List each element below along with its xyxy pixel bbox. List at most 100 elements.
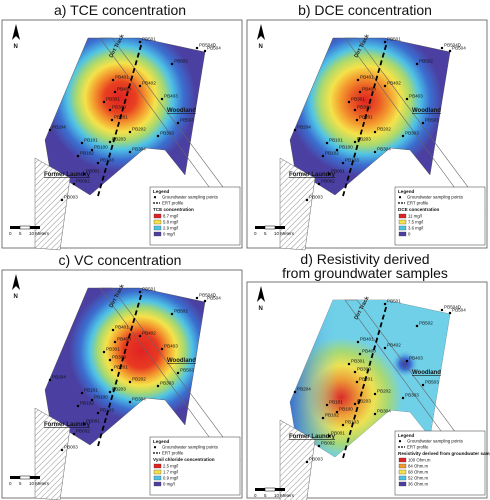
sampling-point-marker <box>170 62 174 66</box>
sampling-point-label: PB102 <box>325 413 339 418</box>
scale-tick: 5 <box>264 493 267 498</box>
sampling-point-marker <box>110 118 114 122</box>
north-label: N <box>259 306 263 312</box>
legend-heading: Legend <box>398 433 415 438</box>
sampling-point-label: PB202 <box>377 389 391 394</box>
sampling-point-label: PB504 <box>452 46 466 51</box>
sampling-point-label: PB501 <box>142 37 156 42</box>
sampling-point-marker <box>113 90 117 94</box>
legend-box <box>394 430 486 496</box>
woodland-label: Woodland <box>412 370 441 376</box>
sampling-point-label: PB303 <box>405 131 419 136</box>
sampling-point-label: PB103 <box>100 408 114 413</box>
legend-scale-title: Resistivity derived from groundwater sam… <box>398 451 490 456</box>
sampling-point-marker <box>353 140 357 144</box>
sampling-point-label: PB504D <box>444 43 462 48</box>
sampling-point-marker <box>108 390 112 394</box>
legend-swatch <box>398 481 407 487</box>
sampling-point-marker <box>421 121 425 125</box>
sampling-point-label: PB300 <box>357 105 371 110</box>
sampling-point-label: PB204 <box>297 387 311 392</box>
sampling-point-label: PB101 <box>329 400 343 405</box>
sampling-point-label: PB400 <box>362 87 376 92</box>
sampling-point-marker <box>373 150 377 154</box>
legend-class-label: 0 <box>408 232 411 237</box>
ert-profile-line <box>97 41 143 197</box>
sampling-point-label: PB504 <box>452 308 466 313</box>
sampling-point-label: PB504D <box>444 305 462 310</box>
sampling-point-marker <box>110 368 114 372</box>
sampling-point-label: PB304 <box>377 147 391 152</box>
sampling-point-label: PB503 <box>425 118 439 123</box>
woodland-label: Woodland <box>167 358 196 364</box>
sampling-point-marker <box>353 108 357 112</box>
north-arrow-icon: N <box>12 24 20 50</box>
legend-points-label: Groundwater sampling points <box>407 439 463 444</box>
legend-swatch <box>153 481 162 487</box>
sampling-point-label: PB001 <box>331 169 345 174</box>
legend-class-label: 0 mg/l <box>163 232 175 237</box>
legend-swatch <box>153 231 162 237</box>
sampling-point-marker <box>335 410 339 414</box>
former-laundry-label: Former Laundry <box>44 172 91 178</box>
legend-class-label: 0.9 mg/l <box>163 476 178 481</box>
sampling-point-label: PB203 <box>112 387 126 392</box>
sampling-point-marker <box>76 154 80 158</box>
sampling-point-marker <box>317 182 321 186</box>
sampling-point-marker <box>293 128 297 132</box>
sampling-point-marker <box>383 84 387 88</box>
sampling-point-label: PB101 <box>329 138 343 143</box>
sampling-point-label: PB301 <box>351 97 365 102</box>
sampling-point-label: PB300 <box>357 367 371 372</box>
scale-tick: 0 <box>9 231 12 236</box>
legend-heading: Legend <box>398 189 415 194</box>
scale-bar: 0 5 10 Meters <box>9 475 50 486</box>
sampling-point-marker <box>421 383 425 387</box>
scale-tick: 5 <box>19 481 22 486</box>
sampling-point-marker <box>128 150 132 154</box>
legend-points-label: Groundwater sampling points <box>162 445 218 450</box>
sampling-point-marker <box>448 311 452 315</box>
sampling-point-marker <box>305 198 309 202</box>
sampling-point-label: PB501 <box>142 287 156 292</box>
legend-points-label: Groundwater sampling points <box>407 195 463 200</box>
former-laundry-area <box>34 157 71 251</box>
sampling-point-label: PB100 <box>94 395 108 400</box>
sampling-point-marker <box>48 128 52 132</box>
former-laundry-label: Former Laundry <box>289 172 336 178</box>
sampling-point-label: PB203 <box>357 399 371 404</box>
sampling-point-marker <box>138 40 142 44</box>
legend-swatch <box>153 219 162 225</box>
sampling-point-label: PB103 <box>345 158 359 163</box>
north-label: N <box>259 44 263 50</box>
sampling-point-label: PB002 <box>76 429 90 434</box>
sampling-point-label: PB203 <box>357 137 371 142</box>
scale-tick: 10 Meters <box>274 493 295 498</box>
legend-swatch <box>153 213 162 219</box>
sampling-point-marker <box>327 172 331 176</box>
panel-title: d) Resistivity derived <box>300 251 429 267</box>
sampling-point-label: PB201 <box>114 115 128 120</box>
sampling-point-marker <box>176 371 180 375</box>
sampling-point-marker <box>440 46 444 50</box>
sampling-point-marker <box>111 328 115 332</box>
sampling-point-marker <box>347 100 351 104</box>
sampling-point-marker <box>96 161 100 165</box>
sampling-point-label: PB103 <box>100 158 114 163</box>
sampling-point-marker <box>327 434 331 438</box>
sampling-point-marker <box>170 312 174 316</box>
legend-class-label: 3.6 mg/l <box>408 226 423 231</box>
sampling-point-label: PB403 <box>164 94 178 99</box>
sampling-point-label: PB504 <box>207 296 221 301</box>
sampling-point-label: PB003 <box>64 445 78 450</box>
sampling-point-marker <box>341 161 345 165</box>
sampling-point-label: PB401 <box>360 337 374 342</box>
sampling-point-label: PB303 <box>405 393 419 398</box>
legend-swatch <box>398 219 407 225</box>
